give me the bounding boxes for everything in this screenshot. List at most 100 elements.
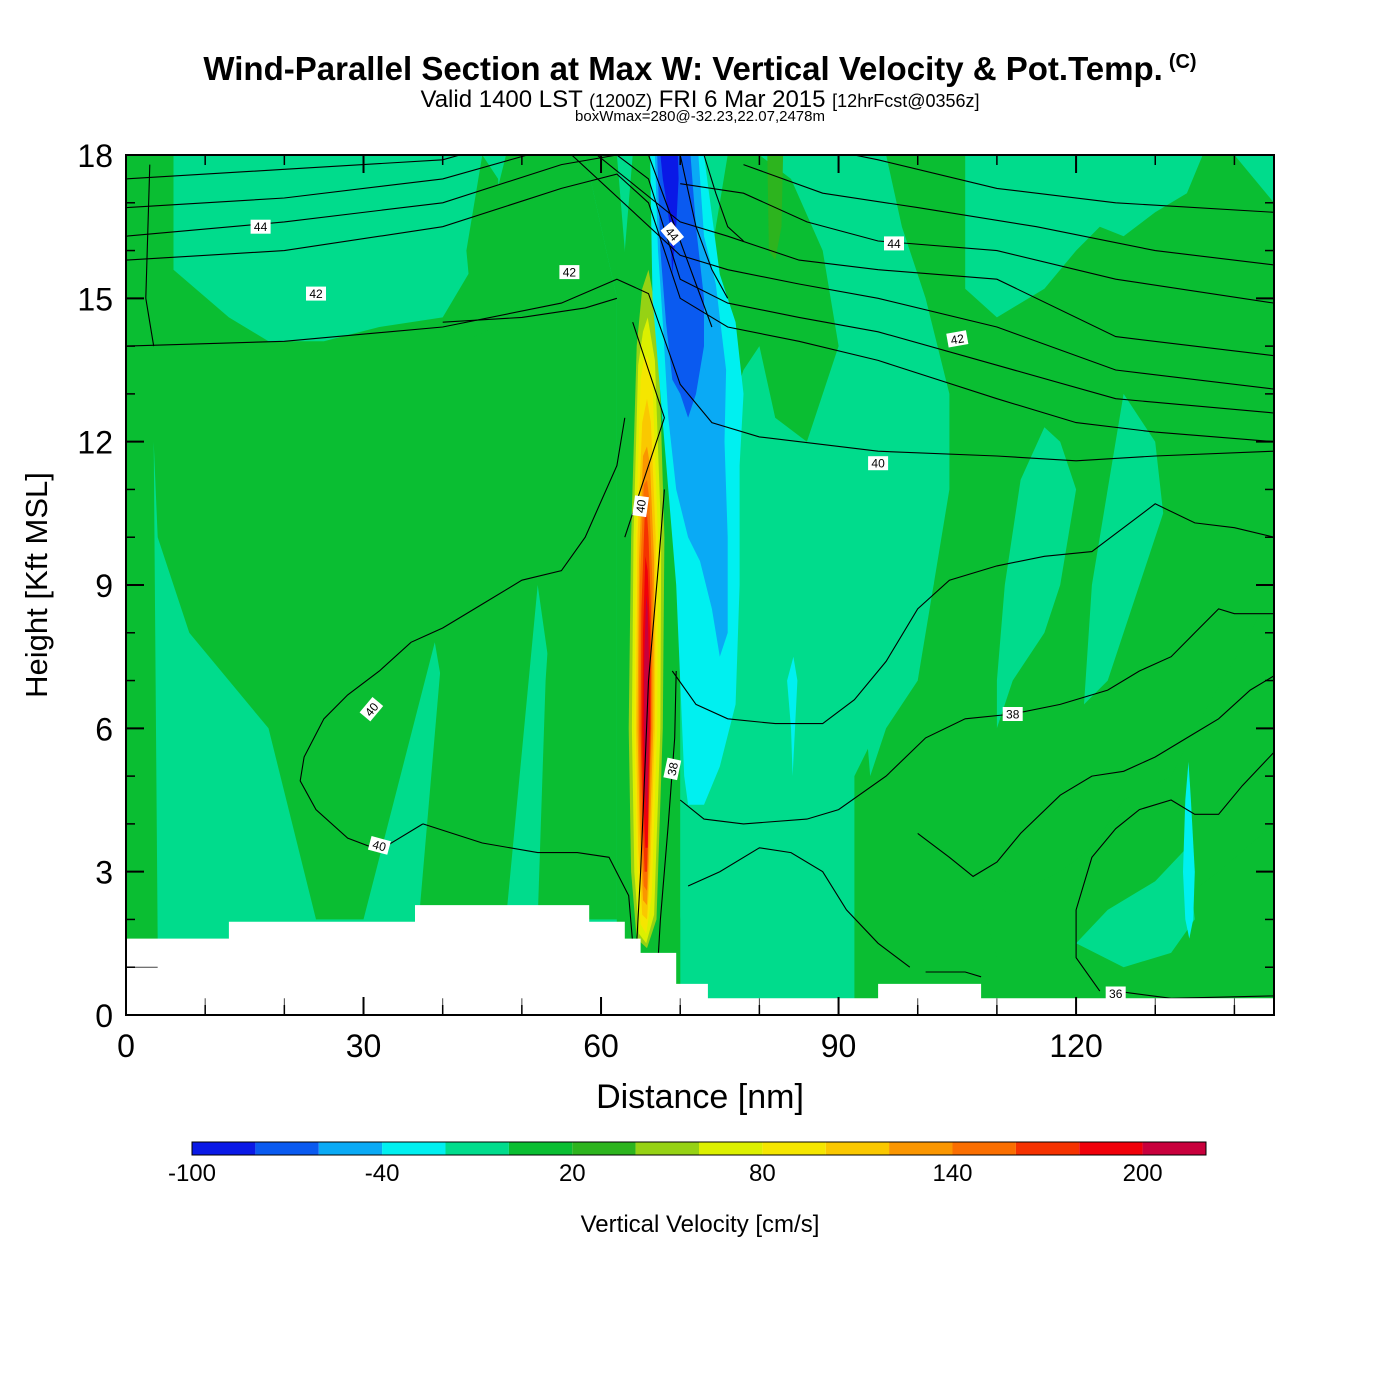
colorbar-label: Vertical Velocity [cm/s] [581, 1211, 820, 1238]
contour-label-text: 40 [871, 457, 885, 471]
contour-label-bg [559, 265, 580, 280]
contour-label-10: 38 [663, 757, 682, 781]
y-tick-label: 12 [77, 425, 113, 461]
contour-label-bg [884, 236, 904, 251]
colorbar-tick-label: 140 [932, 1160, 972, 1187]
contour-label-text: 36 [1109, 987, 1123, 1001]
theta-contour-8 [647, 155, 713, 328]
colorbar-swatch-6 [572, 1142, 636, 1155]
theta-contour-1 [126, 173, 1274, 443]
valid-date: FRI 6 Mar 2015 [658, 86, 826, 113]
colorbar-tick-label: 200 [1123, 1160, 1163, 1187]
plot-area [126, 155, 1274, 1015]
colorbar-swatch-1 [255, 1142, 319, 1155]
colorbar-swatch-8 [699, 1142, 763, 1155]
contour-label-6: 40 [868, 456, 889, 471]
colorbar-swatch-13 [1015, 1142, 1080, 1155]
velocity-region-mid-3 [466, 155, 506, 337]
velocity-region-lo-9 [1084, 393, 1164, 705]
contour-labels: 44 42 42 44 44 42 40 40 40 40 38 38 36 [250, 219, 1126, 1001]
contour-label-3: 44 [660, 221, 685, 246]
title-mark: (C) [1168, 51, 1197, 73]
colorbar-swatch-2 [318, 1142, 383, 1155]
theta-contour-21 [925, 971, 982, 978]
colorbar-swatch-14 [1079, 1142, 1143, 1155]
theta-contour-0 [126, 278, 1274, 462]
contour-label-text: 42 [309, 287, 323, 301]
contour-label-bg [946, 330, 969, 348]
velocity-region-cyan-25 [1183, 761, 1195, 939]
x-tick-label: 120 [1049, 1028, 1102, 1064]
box-info: boxWmax=280@-32.23,22.07,2478m [575, 108, 825, 125]
theta-contour-17 [422, 823, 634, 944]
theta-contour-7 [851, 155, 1274, 213]
colorbar-tick-label: -100 [168, 1160, 216, 1187]
x-axis-label: Distance [nm] [596, 1078, 804, 1116]
theta-contour-12 [624, 322, 665, 538]
y-tick-label: 9 [95, 568, 113, 604]
theta-contour-11 [442, 297, 618, 323]
contour-label-text: 40 [633, 498, 649, 513]
chart-title: Wind-Parallel Section at Max W: Vertical… [0, 50, 1400, 88]
theta-contour-23 [1075, 751, 1274, 992]
contour-label-bg [868, 456, 889, 471]
theta-contour-13 [145, 164, 155, 347]
x-tick-label: 0 [117, 1028, 135, 1064]
contour-label-bg [367, 836, 391, 855]
colorbar-swatch-0 [192, 1142, 256, 1155]
colorbar-swatch-9 [762, 1142, 826, 1155]
y-tick-label: 0 [95, 998, 113, 1034]
contour-label-2: 42 [559, 265, 580, 280]
theta-contour-10 [703, 155, 744, 242]
contour-label-bg [359, 697, 384, 722]
colorbar-tick-label: 80 [749, 1160, 776, 1187]
contour-label-text: 44 [887, 237, 901, 251]
velocity-region-lo-12 [236, 193, 301, 289]
velocity-region-mid-6 [973, 585, 1274, 968]
forecast-info: [12hrFcst@0356z] [832, 91, 980, 111]
colorbar-swatch-15 [1142, 1142, 1206, 1155]
velocity-region-cyan-24 [787, 656, 798, 777]
colorbar-swatch-11 [889, 1142, 953, 1155]
theta-contour-20 [687, 847, 911, 968]
velocity-region-lo-7 [862, 441, 942, 777]
velocity-region-mid-27 [657, 155, 704, 418]
velocity-region-mid-0 [126, 155, 617, 944]
colorbar-swatch-4 [445, 1142, 509, 1155]
contour-label-bg [306, 286, 326, 301]
valid-prefix: Valid 1400 LST [420, 86, 583, 113]
velocity-region-mid-2 [537, 393, 586, 920]
colorbar-swatch-3 [382, 1142, 446, 1155]
contour-label-text: 42 [950, 331, 966, 347]
theta-contour-4 [126, 155, 1274, 357]
contour-label-12: 36 [1105, 986, 1126, 1001]
colorbar-tick-label: 20 [559, 1160, 586, 1187]
velocity-region-lo-11 [1076, 847, 1195, 968]
theta-contour-22 [917, 675, 1274, 878]
theta-contour-2 [126, 155, 1274, 414]
y-tick-label: 6 [95, 711, 113, 747]
x-tick-label: 60 [583, 1028, 619, 1064]
velocity-region-lo-8 [996, 427, 1077, 729]
y-axis-label: Height [Kft MSL] [19, 472, 54, 698]
theta-contour-9 [679, 155, 729, 299]
contour-label-7: 40 [632, 495, 649, 518]
y-tick-label: 3 [95, 855, 113, 891]
theta-contour-16 [299, 417, 626, 851]
terrain [126, 905, 1274, 1015]
theta-contour-3 [126, 155, 1274, 390]
contour-label-text: 42 [563, 266, 577, 280]
theta-contour-15 [655, 670, 677, 987]
contour-label-5: 42 [946, 330, 969, 348]
y-tick-label: 18 [77, 138, 113, 174]
velocity-region-mid-1 [418, 642, 491, 920]
x-tick-label: 30 [346, 1028, 382, 1064]
contour-label-bg [1105, 986, 1126, 1001]
theta-contour-6 [743, 164, 1274, 266]
colorbar-swatch-7 [635, 1142, 699, 1155]
contour-label-bg [1002, 707, 1023, 721]
theta-contour-18 [671, 503, 1274, 725]
contour-label-text: 40 [371, 837, 388, 854]
colorbar-swatch-5 [508, 1142, 573, 1155]
